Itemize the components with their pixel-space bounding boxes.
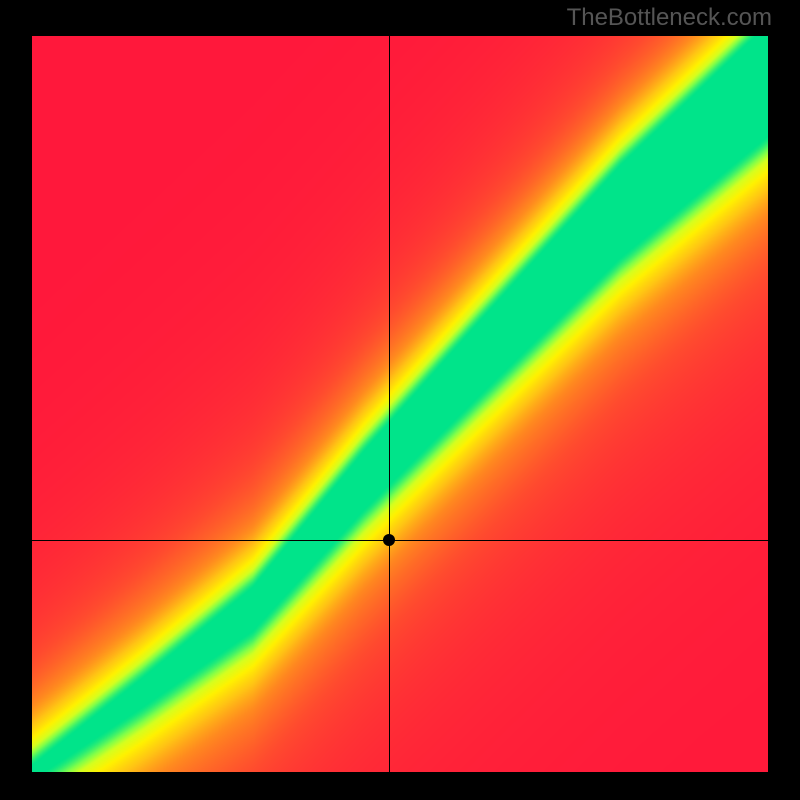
heatmap-canvas	[32, 36, 768, 772]
crosshair-vertical	[389, 36, 390, 772]
chart-outer-frame: TheBottleneck.com	[0, 0, 800, 800]
heatmap-plot	[32, 36, 768, 772]
watermark-text: TheBottleneck.com	[567, 4, 772, 32]
crosshair-marker-dot	[383, 534, 395, 546]
crosshair-horizontal	[32, 540, 768, 541]
